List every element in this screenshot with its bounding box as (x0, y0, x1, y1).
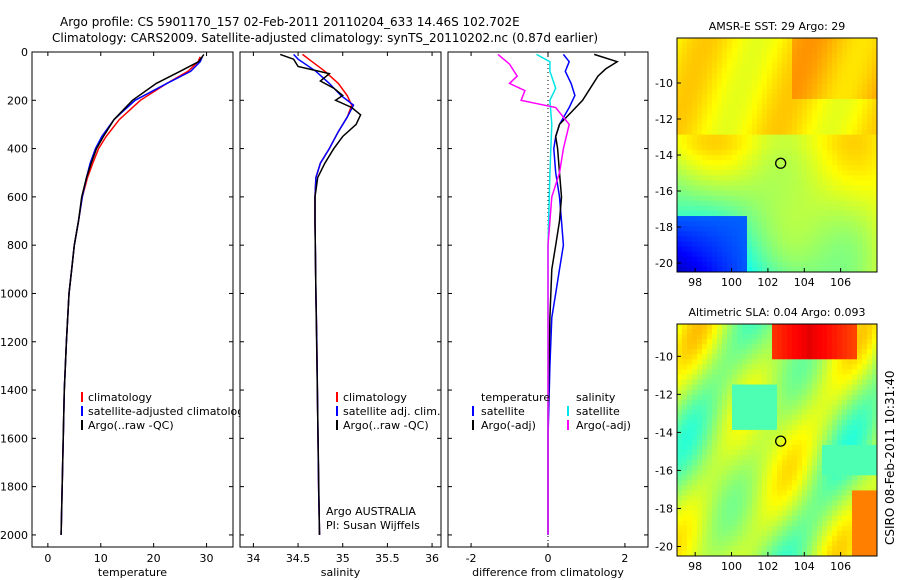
y-tick-label: 1600 (0, 432, 28, 445)
x-tick-label: 20 (147, 552, 161, 565)
figure-title-line1: Argo profile: CS 5901170_157 02-Feb-2011… (60, 15, 520, 29)
x-tick-label: 104 (794, 276, 815, 289)
x-tick-label: 98 (688, 276, 702, 289)
series-line-temperature-satellite (547, 53, 576, 535)
series-line-argo-raw-qc (279, 53, 362, 535)
y-tick-label: -14 (655, 149, 673, 162)
y-tick-label: -18 (655, 221, 673, 234)
legend-entry: satellite (481, 405, 525, 418)
y-tick-label: 1400 (0, 384, 28, 397)
legend-entry: Argo(..raw -QC) (88, 419, 174, 432)
map-field (677, 324, 877, 556)
legend-entry: Argo(..raw -QC) (343, 419, 429, 432)
legend-entry: Argo(-adj) (576, 419, 631, 432)
x-axis-label: temperature (98, 566, 167, 579)
y-tick-label: -20 (655, 540, 673, 553)
x-tick-label: 100 (721, 276, 742, 289)
y-tick-label: 400 (7, 143, 28, 156)
y-tick-label: 1200 (0, 336, 28, 349)
x-tick-label: 106 (830, 276, 851, 289)
y-tick-label: 1800 (0, 481, 28, 494)
figure-title-line2: Climatology: CARS2009. Satellite-adjuste… (52, 31, 598, 45)
y-tick-label: -20 (655, 257, 673, 270)
legend-entry: climatology (88, 391, 152, 404)
series-line-salinity-argo-adj (497, 53, 571, 535)
plot-frame (239, 51, 442, 548)
sst-map-chart: AMSR-E SST: 29 Argo: 29 98 100 102 104 106 -10… (655, 20, 878, 289)
annotation-text: PI: Susan Wijffels (326, 519, 420, 532)
y-tick-label: -12 (655, 113, 673, 126)
x-tick-label: 10 (94, 552, 108, 565)
x-tick-label: 30 (200, 552, 214, 565)
legend-entry: Argo(-adj) (481, 419, 536, 432)
x-tick-label: 100 (721, 560, 742, 573)
legend-entry: satellite-adjusted climatology (88, 405, 251, 418)
y-tick-label: -10 (655, 350, 673, 363)
y-tick-label: 600 (7, 191, 28, 204)
x-tick-label: 35 (336, 552, 350, 565)
y-tick-label: 800 (7, 239, 28, 252)
legend-entry: satellite (576, 405, 620, 418)
temperature-profile-chart: 0 200 400 600 800 1000 1200 1400 1600 1800 2000 0 10… (0, 46, 251, 579)
y-tick-label: -10 (655, 77, 673, 90)
y-tick-label: 200 (7, 94, 28, 107)
map-frame (676, 323, 878, 557)
x-tick-label: 34 (246, 552, 260, 565)
y-tick-label: -16 (655, 464, 673, 477)
annotation-text: Argo AUSTRALIA (326, 505, 416, 518)
legend-group-title: temperature (481, 391, 550, 404)
profile-location-marker (775, 157, 787, 169)
x-axis-label: salinity (321, 566, 361, 579)
credit-text: CSIRO 08-Feb-2011 10:31:40 (883, 370, 897, 545)
x-tick-label: 0 (545, 552, 552, 565)
salinity-profile-chart: 34 34.5 35 35.5 36 salinity climatologysatelli… (239, 51, 442, 579)
x-tick-label: 36 (425, 552, 439, 565)
series-line-temperature-argo-adj (547, 53, 619, 535)
y-tick-label: 1000 (0, 287, 28, 300)
y-tick-label: -18 (655, 502, 673, 515)
y-tick-label: 2000 (0, 529, 28, 542)
sla-map-chart: Altimetric SLA: 0.04 Argo: 0.093 98 100 102… (655, 306, 878, 573)
series-line-argo-raw-qc (60, 53, 205, 535)
map-title: Altimetric SLA: 0.04 Argo: 0.093 (688, 306, 865, 319)
x-tick-label: 102 (757, 560, 778, 573)
plot-frame (31, 51, 234, 548)
x-tick-label: 35.5 (375, 552, 400, 565)
x-tick-label: 104 (794, 560, 815, 573)
y-tick-label: 0 (21, 46, 28, 59)
x-tick-label: -2 (466, 552, 477, 565)
y-tick-label: -12 (655, 388, 673, 401)
x-tick-label: 2 (621, 552, 628, 565)
legend-group-title: salinity (576, 391, 616, 404)
y-tick-label: -14 (655, 426, 673, 439)
x-tick-label: 106 (830, 560, 851, 573)
profile-location-marker (775, 435, 787, 447)
x-tick-label: 0 (44, 552, 51, 565)
legend-entry: climatology (343, 391, 407, 404)
map-title: AMSR-E SST: 29 Argo: 29 (709, 20, 846, 33)
y-tick-label: -16 (655, 185, 673, 198)
x-tick-label: 98 (688, 560, 702, 573)
x-tick-label: 102 (757, 276, 778, 289)
map-field (677, 38, 877, 272)
x-axis-label: difference from climatology (472, 566, 624, 579)
legend-entry: satellite adj. clim. (343, 405, 440, 418)
x-tick-label: 34.5 (286, 552, 311, 565)
